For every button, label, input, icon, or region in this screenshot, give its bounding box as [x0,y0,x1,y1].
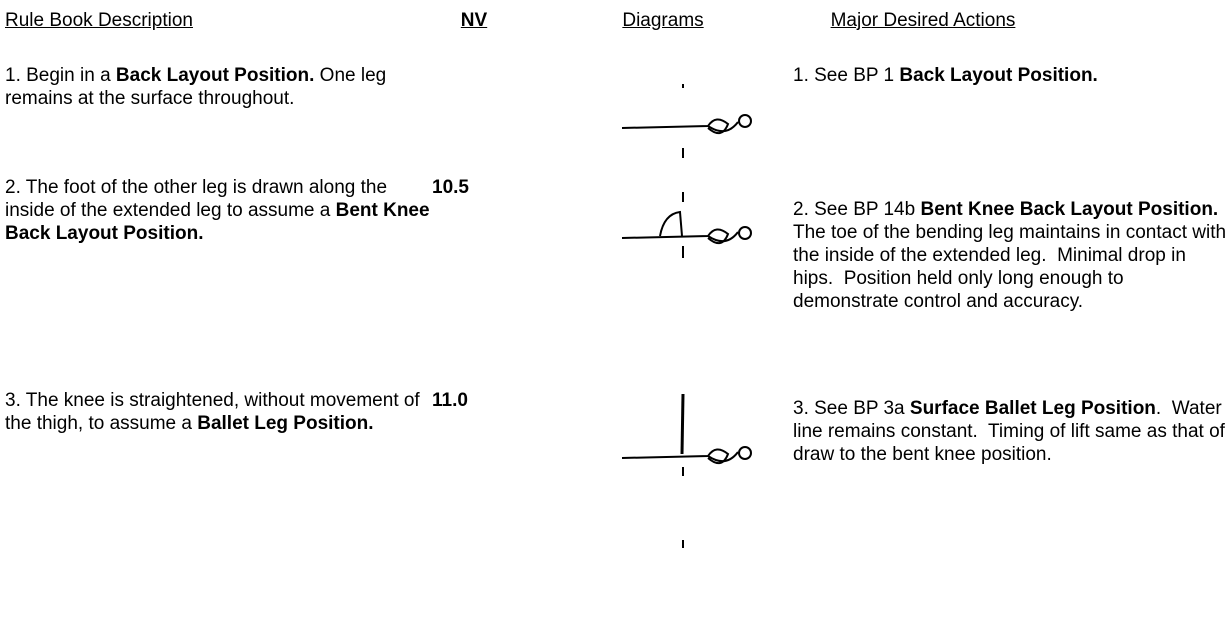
text-run: 3. See BP 3a [793,398,910,419]
text-run: 1. Begin in a [5,65,116,86]
description-cell: 2. The foot of the other leg is drawn al… [5,176,430,245]
text-run: Ballet Leg Position. [197,413,374,434]
column-header: Rule Book Description [5,10,193,31]
text-run: Back Layout Position. [899,65,1098,86]
text-run: 2. The foot of the other leg is drawn al… [5,177,393,221]
text-run: Bent Knee Back Layout Position. [920,199,1219,220]
text-run: 2. See BP 14b [793,199,921,220]
column-header: Major Desired Actions [830,10,1016,31]
text-run: Surface Ballet Leg Position [909,398,1156,419]
nv-value: 10.5 [432,177,469,198]
nv-cell: 11.0 [432,389,468,412]
text-run: Back Layout Position. [115,65,315,86]
column-header: Diagrams [622,10,704,31]
description-cell: 1. Begin in a Back Layout Position. One … [5,64,430,110]
text-run: The toe of the bending leg maintains in … [793,222,1227,312]
actions-cell: 2. See BP 14b Bent Knee Back Layout Posi… [793,198,1229,313]
text-run: Bent Knee Back Layout Position. [5,200,435,244]
text-run: 3. The knee is straightened, without mov… [5,390,425,434]
actions-cell: 3. See BP 3a Surface Ballet Leg Position… [793,397,1229,466]
description-cell: 3. The knee is straightened, without mov… [5,389,430,435]
column-header: NV [460,10,488,31]
nv-cell: 10.5 [432,176,469,199]
diagram-2 [621,192,752,258]
text-run: . Water line remains constant. Timing of… [793,398,1231,465]
actions-cell: 1. See BP 1 Back Layout Position. [793,64,1229,87]
diagram-1 [621,84,752,158]
text-run: 1. See BP 1 [793,65,900,86]
nv-value: 11.0 [432,390,468,411]
text-run: One leg remains at the surface throughou… [5,65,392,109]
diagram-3 [621,393,752,548]
